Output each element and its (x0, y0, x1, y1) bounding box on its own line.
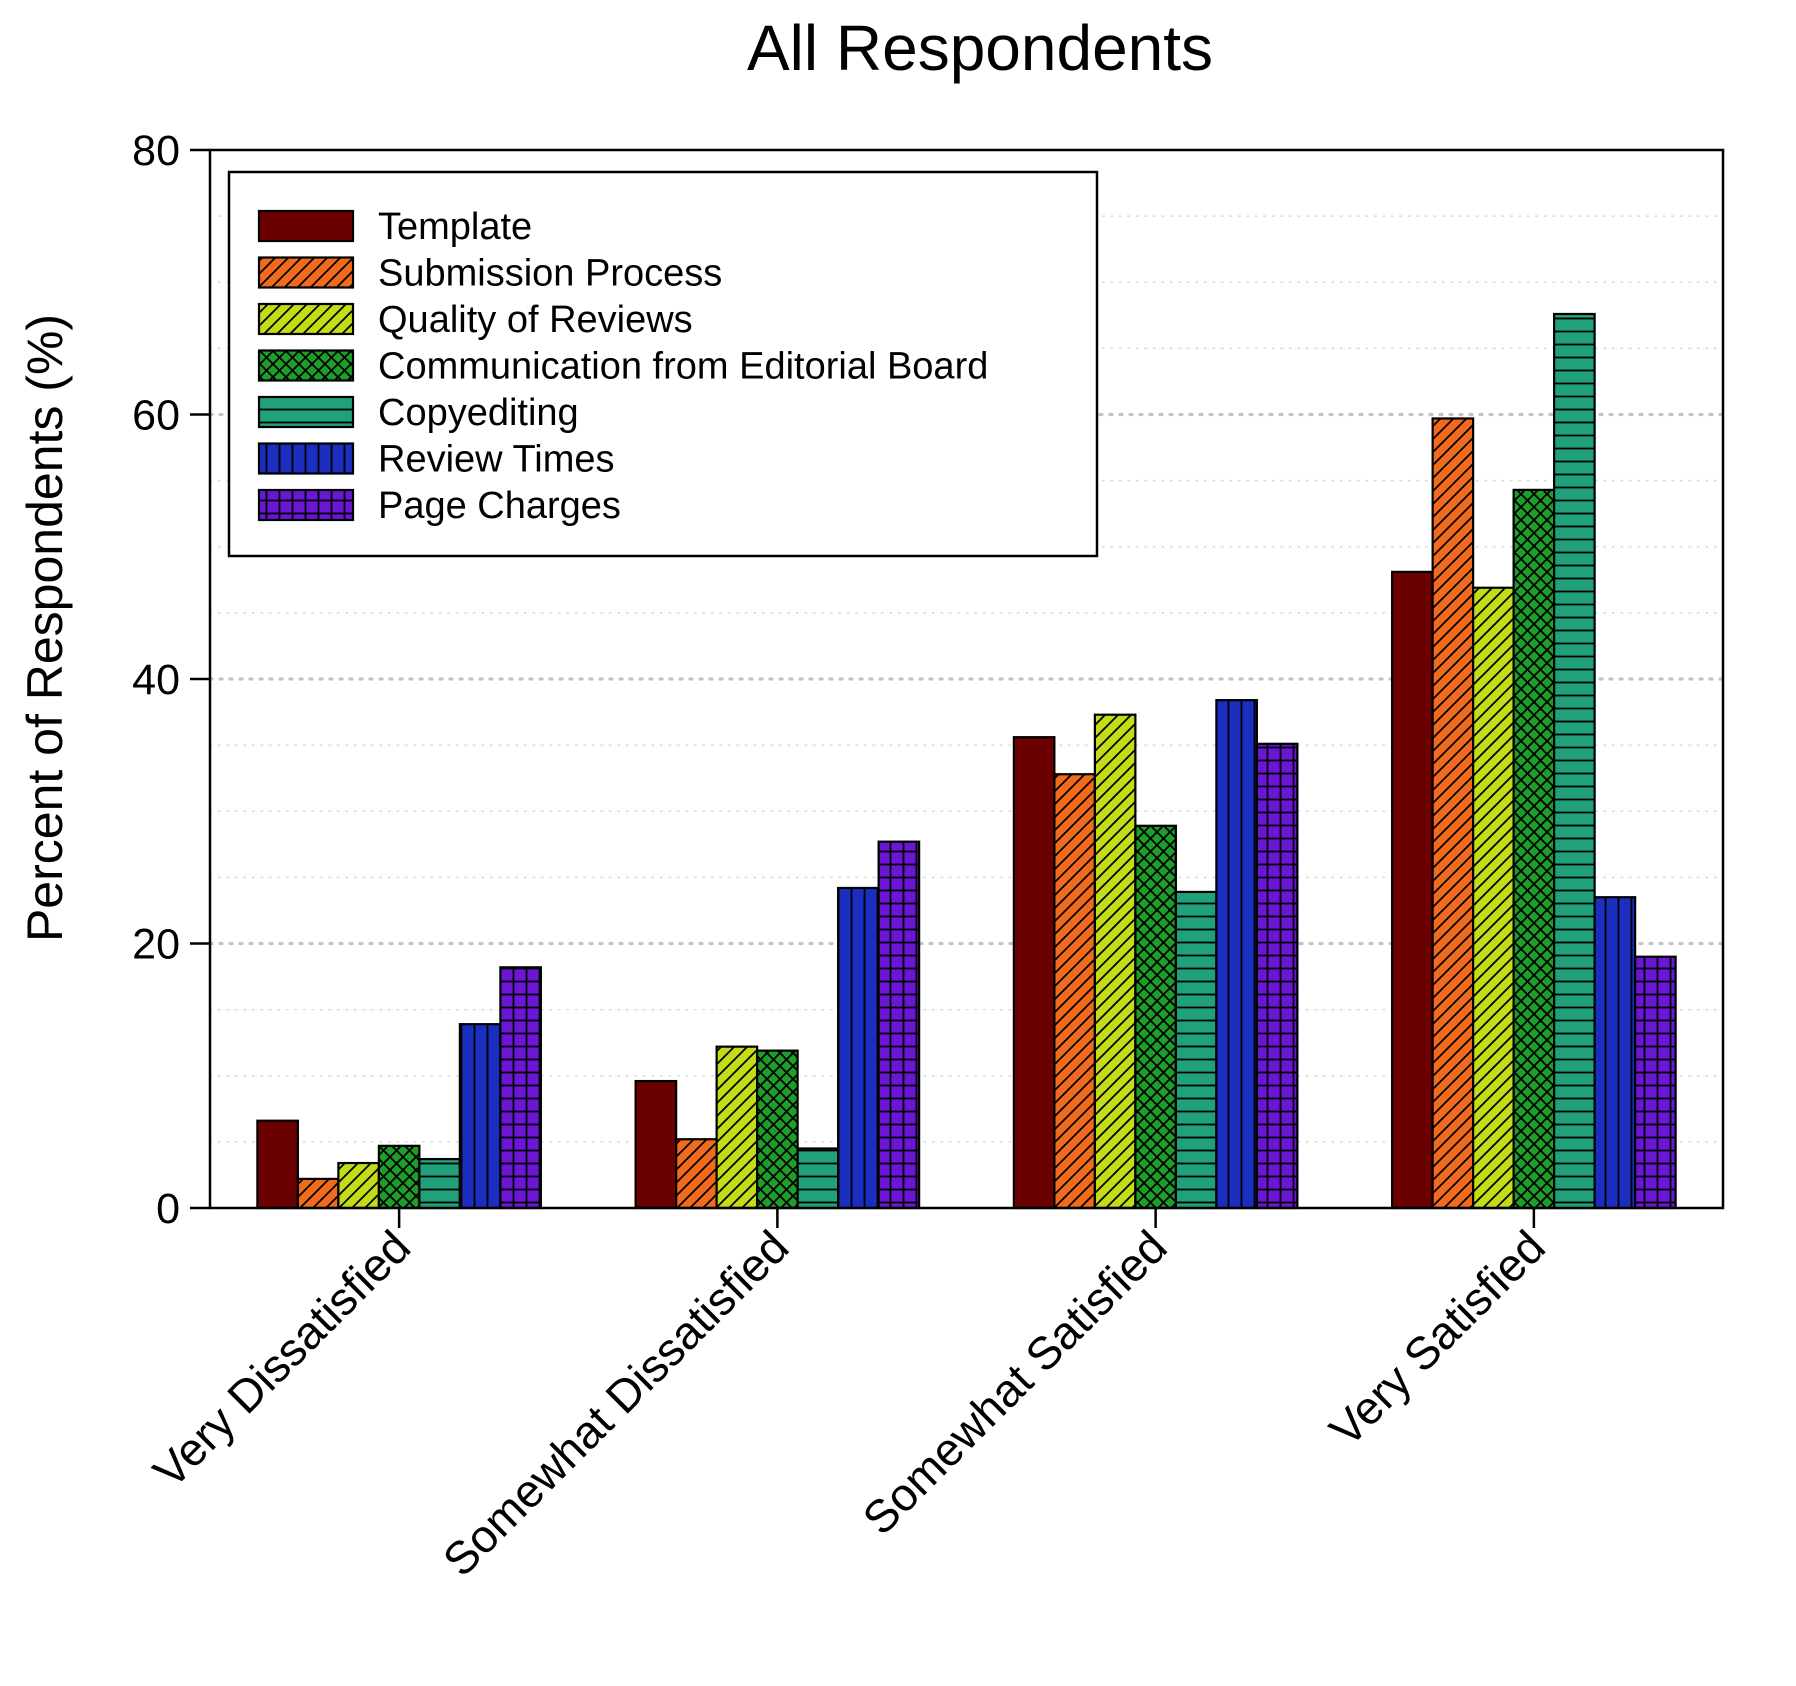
bar-template-somewhat-dissatisfied (634, 1079, 678, 1210)
bar-submission-process-somewhat-satisfied (1053, 773, 1096, 1210)
legend-swatch-submission-process (257, 256, 355, 289)
bar-copyediting-very-dissatisfied (418, 1157, 461, 1210)
bar-page-charges-somewhat-dissatisfied (877, 840, 921, 1210)
legend-swatch-copyediting (257, 395, 355, 429)
x-tick-label-very-satisfied: Very Satisfied (1319, 1220, 1555, 1456)
legend-box (227, 170, 1099, 558)
y-tick-label: 20 (132, 921, 180, 969)
bar-review-times-very-dissatisfied (458, 1023, 502, 1210)
bar-quality-of-reviews-very-dissatisfied (337, 1161, 380, 1210)
bar-template-very-satisfied (1391, 570, 1434, 1210)
y-tick-label: 80 (132, 127, 180, 175)
x-tick-label-somewhat-dissatisfied: Somewhat Dissatisfied (433, 1220, 799, 1586)
bar-submission-process-somewhat-dissatisfied (675, 1138, 718, 1210)
bar-copyediting-somewhat-satisfied (1174, 890, 1218, 1210)
y-tick-label: 0 (156, 1185, 180, 1233)
bar-communication-from-editorial-board-somewhat-dissatisfied (756, 1049, 799, 1210)
legend-label-quality-of-reviews: Quality of Reviews (378, 299, 693, 341)
bar-page-charges-very-dissatisfied (499, 966, 542, 1210)
bar-review-times-very-satisfied (1593, 896, 1637, 1210)
legend-label-copyediting: Copyediting (378, 392, 579, 434)
legend-swatch-template (257, 209, 355, 243)
bar-communication-from-editorial-board-somewhat-satisfied (1134, 824, 1177, 1210)
legend-label-review-times: Review Times (378, 439, 615, 481)
legend-swatch-quality-of-reviews (257, 302, 355, 336)
y-tick-label: 60 (132, 392, 180, 440)
bar-submission-process-very-satisfied (1431, 417, 1475, 1210)
legend-label-communication-from-editorial-board: Communication from Editorial Board (378, 346, 988, 388)
bar-page-charges-very-satisfied (1634, 955, 1677, 1210)
bar-submission-process-very-dissatisfied (296, 1177, 340, 1210)
legend-swatch-page-charges (257, 488, 355, 522)
x-tick-label-somewhat-satisfied: Somewhat Satisfied (852, 1220, 1176, 1544)
x-tick-label-very-dissatisfied: Very Dissatisfied (143, 1220, 420, 1497)
bar-communication-from-editorial-board-very-dissatisfied (377, 1144, 421, 1210)
bar-quality-of-reviews-somewhat-satisfied (1093, 713, 1137, 1210)
bar-communication-from-editorial-board-very-satisfied (1512, 488, 1556, 1210)
bar-copyediting-very-satisfied (1553, 312, 1596, 1210)
legend-swatch-review-times (257, 442, 355, 475)
bar-copyediting-somewhat-dissatisfied (796, 1147, 840, 1210)
bar-review-times-somewhat-satisfied (1215, 699, 1258, 1210)
bars (256, 312, 1677, 1210)
bar-template-very-dissatisfied (256, 1119, 299, 1210)
legend-label-page-charges: Page Charges (378, 485, 621, 527)
bar-quality-of-reviews-somewhat-dissatisfied (715, 1045, 759, 1210)
bar-template-somewhat-satisfied (1012, 736, 1056, 1210)
legend-label-template: Template (378, 206, 532, 248)
bar-page-charges-somewhat-satisfied (1255, 742, 1299, 1210)
bar-review-times-somewhat-dissatisfied (837, 886, 880, 1210)
legend-swatch-communication-from-editorial-board (257, 349, 355, 382)
y-axis-label: Percent of Respondents (%) (17, 314, 73, 942)
bar-quality-of-reviews-very-satisfied (1472, 586, 1515, 1210)
legend-label-submission-process: Submission Process (378, 253, 722, 295)
y-tick-label: 40 (132, 656, 180, 704)
chart-title: All Respondents (747, 12, 1213, 84)
